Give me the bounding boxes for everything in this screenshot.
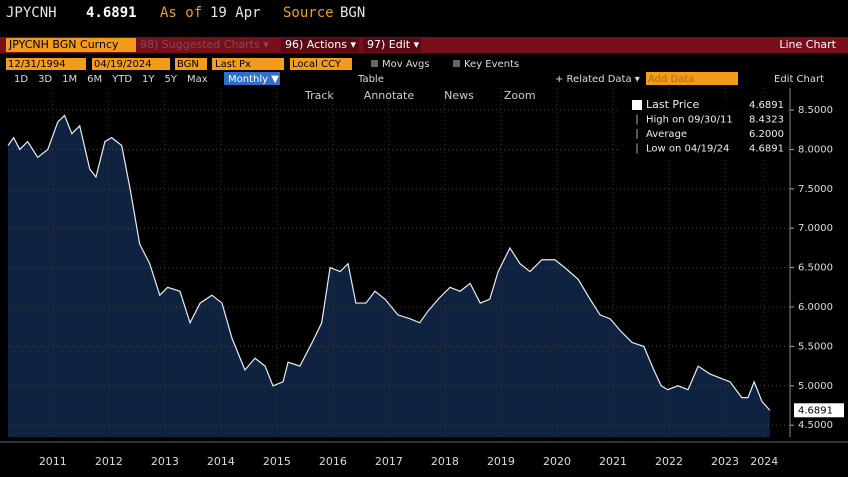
x-tick-label: 2021 — [599, 455, 627, 468]
end[interactable]: 04/19/2024 — [94, 59, 152, 70]
x-tick-label: 2023 — [711, 455, 739, 468]
edit-chart[interactable]: Edit Chart — [774, 74, 824, 85]
start[interactable]: 12/31/1994 — [8, 59, 66, 70]
x-tick-label: 2022 — [655, 455, 683, 468]
date: 19 Apr — [210, 5, 261, 21]
y-tick-label: 5.5000 — [798, 341, 833, 352]
add-data[interactable]: Add Data — [648, 74, 694, 85]
add-data-field[interactable] — [646, 72, 738, 85]
x-tick-label: 2012 — [95, 455, 123, 468]
as-of: As of — [160, 5, 202, 21]
table[interactable]: Table — [357, 74, 384, 85]
legend-value: 8.4323 — [749, 115, 784, 126]
frequency[interactable]: Monthly ▼ — [228, 74, 279, 85]
actions[interactable]: 96) Actions ▾ — [285, 38, 356, 51]
security[interactable]: JPYCNH BGN Curncy — [8, 38, 119, 51]
period[interactable]: 3D — [38, 74, 52, 85]
source: BGN — [340, 5, 365, 21]
price: 4.6891 — [86, 5, 137, 21]
chart-kind: Line Chart — [779, 38, 836, 51]
ticker: JPYCNH — [6, 5, 57, 21]
y-tick-label: 8.5000 — [798, 105, 833, 116]
checkbox[interactable] — [453, 60, 460, 67]
currency-box[interactable] — [290, 58, 352, 70]
command-bar — [0, 37, 848, 53]
y-tick-label: 5.0000 — [798, 381, 833, 392]
period[interactable]: 1D — [14, 74, 28, 85]
legend-label: Average — [646, 129, 687, 140]
legend-swatch — [632, 100, 642, 110]
src[interactable]: BGN — [177, 59, 199, 70]
legend-value: 6.2000 — [749, 129, 784, 140]
legend-value: 4.6891 — [749, 144, 784, 155]
start-field[interactable] — [6, 58, 86, 70]
x-tick-label: 2020 — [543, 455, 571, 468]
end-field[interactable] — [92, 58, 170, 70]
period[interactable]: 1Y — [142, 74, 155, 85]
edit-btn[interactable] — [363, 38, 421, 52]
legend-label: Last Price — [646, 98, 699, 111]
related-data[interactable]: + Related Data ▾ — [555, 74, 640, 85]
tool[interactable]: Track — [304, 89, 334, 102]
actions-btn[interactable] — [281, 38, 359, 52]
x-tick-label: 2011 — [39, 455, 67, 468]
last-price-tag — [794, 403, 844, 418]
y-tick-label: 7.0000 — [798, 223, 833, 234]
plot: 4.5000 5.0000 5.5000 6.0000 6.5000 7.0000 7.50… — [0, 88, 848, 468]
legend-value: 4.6891 — [749, 100, 784, 111]
frequency-btn[interactable] — [224, 72, 280, 85]
tool[interactable]: Zoom — [504, 89, 536, 102]
x-tick-label: 2024 — [750, 455, 778, 468]
x-tick-label: 2014 — [207, 455, 235, 468]
tool[interactable]: Annotate — [364, 89, 415, 102]
checkbox[interactable] — [371, 60, 378, 67]
period[interactable]: 1M — [62, 74, 77, 85]
y-tick-label: 4.5000 — [798, 420, 833, 431]
tool[interactable]: News — [444, 89, 474, 102]
x-tick-label: 2016 — [319, 455, 347, 468]
y-tick-label: 6.5000 — [798, 263, 833, 274]
area — [8, 115, 770, 438]
legend-box — [620, 97, 788, 157]
source-label: Source — [283, 5, 334, 21]
x-tick-label: 2019 — [487, 455, 515, 468]
source-field[interactable] — [175, 58, 207, 70]
last-price-label: 4.6891 — [798, 405, 833, 416]
mov-avgs[interactable]: Mov Avgs — [382, 59, 430, 70]
x-tick-label: 2017 — [375, 455, 403, 468]
legend-label: Low on 04/19/24 — [646, 144, 729, 155]
x-tick-label: 2018 — [431, 455, 459, 468]
legend-label: High on 09/30/11 — [646, 115, 733, 126]
security-field[interactable] — [6, 38, 136, 52]
y-tick-label: 7.5000 — [798, 184, 833, 195]
period[interactable]: YTD — [111, 74, 132, 85]
currency[interactable]: Local CCY — [292, 59, 342, 70]
field[interactable]: Last Px — [215, 59, 251, 70]
key-events[interactable]: Key Events — [464, 59, 519, 70]
y-tick-label: 8.0000 — [798, 144, 833, 155]
price-line — [7, 114, 771, 411]
x-tick-label: 2015 — [263, 455, 291, 468]
period[interactable]: 6M — [87, 74, 102, 85]
y-tick-label: 6.0000 — [798, 302, 833, 313]
field-box[interactable] — [212, 58, 284, 70]
period[interactable]: 5Y — [165, 74, 178, 85]
suggested[interactable]: 98) Suggested Charts ▾ — [140, 38, 269, 51]
x-tick-label: 2013 — [151, 455, 179, 468]
edit[interactable]: 97) Edit ▾ — [367, 38, 420, 51]
period[interactable]: Max — [187, 74, 208, 85]
